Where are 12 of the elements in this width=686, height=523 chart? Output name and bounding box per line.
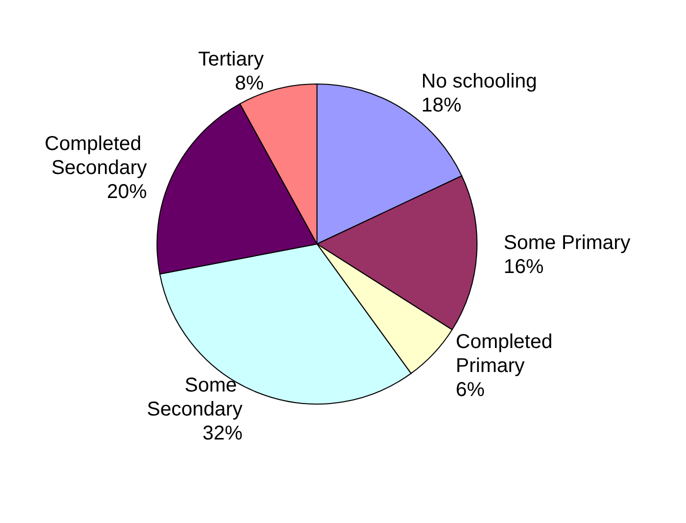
slice-label: No schooling [421,70,537,93]
data-label: 6% [456,378,485,401]
slice-label: Completed Secondary [44,133,147,180]
data-label: 18% [421,94,462,117]
data-label: 20% [106,181,148,204]
data-label: 32% [202,422,243,444]
slice-label: Completed Primary [456,330,558,377]
slice-label: Some Primary [504,232,630,254]
slice-label: Some Secondary [146,374,242,420]
data-label: 8% [234,72,264,95]
slice-label: Tertiary [198,48,264,71]
data-label: 16% [504,256,544,278]
